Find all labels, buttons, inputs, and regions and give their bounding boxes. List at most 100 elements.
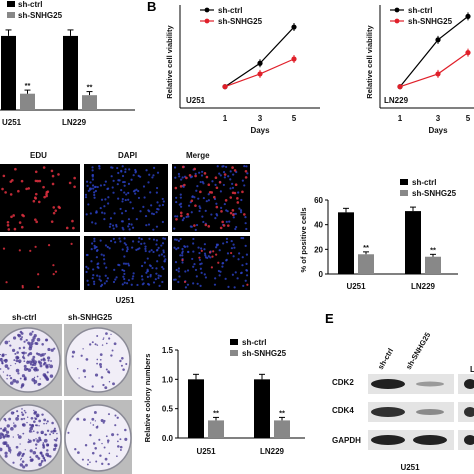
merge-nucleus <box>234 227 237 231</box>
merge-nucleus <box>214 277 217 280</box>
colony-dot-ctrl <box>29 449 33 453</box>
merge-nucleus <box>192 242 195 245</box>
merge-nucleus <box>185 215 188 219</box>
colony-dot-kd <box>114 424 117 427</box>
colony-dot-ctrl <box>28 429 32 433</box>
dapi-nucleus <box>122 262 126 265</box>
dapi-nucleus <box>134 192 137 195</box>
panel-a-category-ln229: LN229 <box>62 118 87 127</box>
colony-dot-ctrl <box>29 458 34 462</box>
merge-nucleus <box>222 183 225 187</box>
colony-dot-kd <box>111 349 114 352</box>
edu-cell <box>50 169 54 173</box>
colony-legend-swatch-kd <box>230 350 238 356</box>
dapi-nucleus <box>143 261 147 264</box>
dapi-nucleus <box>87 189 90 192</box>
merge-edu-cell <box>233 169 237 172</box>
merge-nucleus <box>224 277 227 280</box>
colony-dot-ctrl <box>0 368 2 370</box>
merge-edu-cell <box>204 223 208 227</box>
colony-dot-ctrl <box>23 409 26 412</box>
edu-cell <box>37 285 40 289</box>
colony-dot-ctrl <box>25 352 27 354</box>
colony-dot-ctrl <box>1 362 4 365</box>
colony-dot-ctrl <box>35 443 38 446</box>
wb-row-label-cdk2: CDK2 <box>332 378 354 387</box>
edu-cell <box>35 220 38 224</box>
merge-nucleus <box>232 173 235 176</box>
colony-dot-ctrl <box>12 461 15 464</box>
dapi-nucleus <box>131 277 134 280</box>
colony-dot-kd <box>108 381 111 383</box>
colony-dot-ctrl <box>40 459 44 463</box>
dapi-nucleus <box>119 207 122 211</box>
dapi-nucleus <box>162 267 165 270</box>
dapi-nucleus <box>124 168 127 171</box>
edu-cell <box>65 226 69 230</box>
colony-dot-ctrl <box>34 417 38 420</box>
colony-dot-kd <box>99 358 102 361</box>
colony-dot-ctrl <box>10 427 14 431</box>
edu-cell <box>54 209 58 212</box>
dapi-nucleus <box>158 254 161 257</box>
edu-cell <box>29 249 32 252</box>
colony-dot-ctrl <box>46 378 49 381</box>
colony-dot-ctrl <box>23 360 26 363</box>
colony-dot-ctrl <box>11 348 16 352</box>
dapi-nucleus <box>122 228 125 231</box>
colony-dot-ctrl <box>42 363 46 366</box>
colony-dot-ctrl <box>50 348 54 352</box>
edu-cell <box>42 166 46 169</box>
dapi-nucleus <box>91 184 95 187</box>
dapi-nucleus <box>120 189 123 192</box>
merge-nucleus <box>245 274 249 277</box>
dapi-nucleus <box>119 240 122 243</box>
merge-nucleus <box>199 207 202 210</box>
merge-nucleus <box>175 268 178 272</box>
panel-b-u251-legend-label-kd: sh-SNHG25 <box>218 17 263 26</box>
edu-cell <box>21 286 24 289</box>
colony-dot-ctrl <box>3 427 7 431</box>
colony-dot-ctrl <box>39 378 41 380</box>
colony-dot-ctrl <box>21 374 26 378</box>
colony-dot-kd <box>74 448 77 451</box>
colony-dot-ctrl <box>14 362 17 365</box>
colony-dot-kd <box>84 444 88 447</box>
dapi-nucleus <box>99 239 102 242</box>
dapi-nucleus <box>91 166 94 169</box>
merge-nucleus <box>190 211 193 214</box>
dapi-nucleus <box>155 225 159 228</box>
colony-dot-ctrl <box>42 444 45 448</box>
edu-cell <box>25 187 28 191</box>
merge-edu-cell <box>233 191 237 195</box>
edu-cell <box>47 244 51 247</box>
dapi-nucleus <box>157 276 160 280</box>
dapi-nucleus <box>108 225 112 228</box>
merge-edu-cell <box>181 165 185 169</box>
dapi-nucleus <box>156 201 159 204</box>
merge-nucleus <box>192 250 195 253</box>
merge-nucleus <box>193 263 196 266</box>
colony-dot-ctrl <box>12 436 14 438</box>
dapi-nucleus <box>137 240 140 243</box>
dapi-nucleus <box>160 253 163 256</box>
merge-nucleus <box>173 278 176 281</box>
colony-dot-kd <box>116 433 119 436</box>
colony-dot-kd <box>99 362 102 366</box>
colony-dot-ctrl <box>34 424 37 427</box>
dapi-nucleus <box>126 248 129 251</box>
merge-nucleus <box>187 250 190 254</box>
merge-edu-cell <box>224 199 228 202</box>
colony-dot-ctrl <box>19 463 24 467</box>
panel-a-significance-u251: ** <box>25 81 31 90</box>
dapi-nucleus <box>152 250 155 254</box>
merge-nucleus <box>241 179 244 182</box>
merge-nucleus <box>229 187 232 190</box>
merge-nucleus <box>218 274 221 277</box>
merge-nucleus <box>206 256 209 260</box>
colony-dot-kd <box>86 463 89 466</box>
dapi-nucleus <box>85 180 89 183</box>
edu-ytick-label: 20 <box>314 245 323 254</box>
dapi-nucleus <box>99 206 102 210</box>
colony-dot-kd <box>89 422 92 424</box>
